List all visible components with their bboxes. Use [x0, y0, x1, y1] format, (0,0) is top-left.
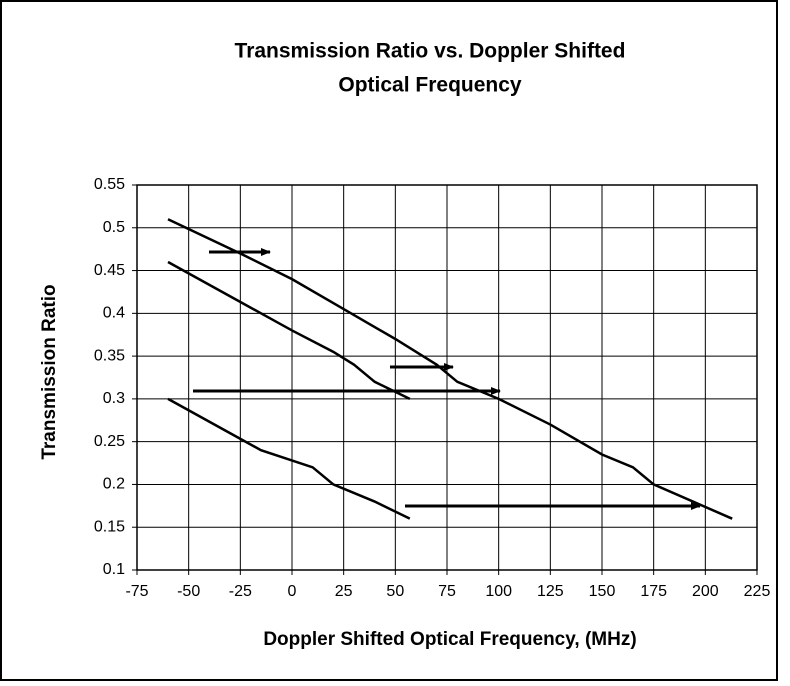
x-tick-label: 50 — [386, 583, 404, 600]
y-tick-label: 0.2 — [103, 476, 125, 493]
arrows — [193, 248, 701, 510]
x-tick-label: 25 — [335, 583, 353, 600]
x-tick-label: 125 — [537, 583, 564, 600]
y-tick-label: 0.3 — [103, 390, 125, 407]
y-axis-label: Transmission Ratio — [39, 284, 60, 459]
x-tick-label: 175 — [640, 583, 667, 600]
line — [167, 218, 733, 520]
y-tick-label: 0.45 — [94, 262, 125, 279]
x-tick-label: 100 — [485, 583, 512, 600]
x-tick-label: -75 — [125, 583, 148, 600]
chart-title: Optical Frequency — [338, 74, 522, 97]
x-tick-label: 150 — [589, 583, 616, 600]
y-tick-label: 0.1 — [103, 561, 125, 578]
plot-border — [136, 184, 758, 571]
y-tick-label: 0.15 — [94, 518, 125, 535]
y-tick-label: 0.55 — [94, 176, 125, 193]
x-tick-label: 200 — [692, 583, 719, 600]
y-tick-label: 0.4 — [103, 305, 125, 322]
x-tick-label: -25 — [229, 583, 252, 600]
y-tick-label: 0.35 — [94, 347, 125, 364]
x-tick-label: 225 — [744, 583, 771, 600]
y-tick-label: 0.25 — [94, 433, 125, 450]
x-axis-label: Doppler Shifted Optical Frequency, (MHz) — [263, 629, 636, 650]
line — [167, 397, 411, 520]
x-tick-label: 0 — [288, 583, 297, 600]
grid — [132, 184, 758, 575]
chart-title: Transmission Ratio vs. Doppler Shifted — [235, 40, 626, 63]
line — [167, 260, 411, 401]
x-tick-label: -50 — [177, 583, 200, 600]
y-tick-label: 0.5 — [103, 219, 125, 236]
lines — [167, 218, 733, 520]
x-tick-label: 75 — [438, 583, 456, 600]
frame — [0, 0, 778, 681]
